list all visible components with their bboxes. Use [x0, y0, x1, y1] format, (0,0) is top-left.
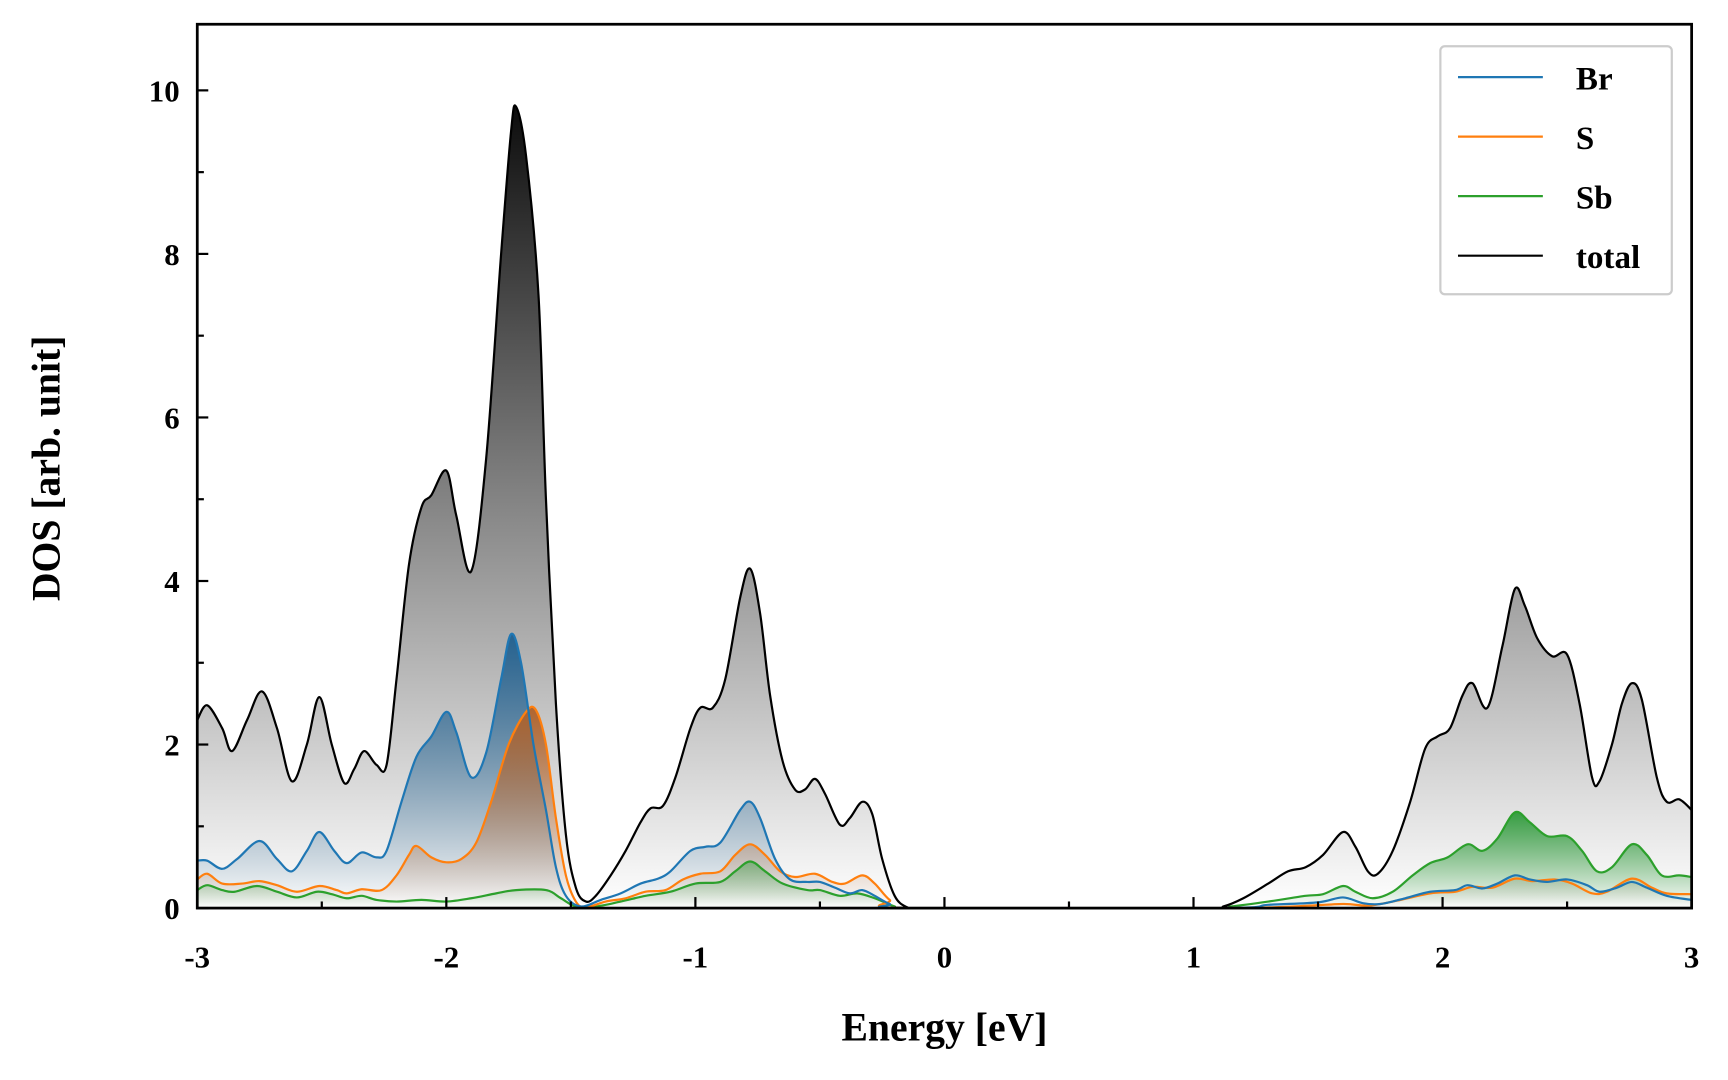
- area-fill-br: [197, 633, 1692, 909]
- series-line-total: [196, 104, 1693, 910]
- y-tick-label: 2: [164, 729, 179, 763]
- y-tick-label: 4: [164, 565, 179, 599]
- y-axis-label: DOS [arb. unit]: [25, 336, 69, 602]
- legend-box: [1439, 45, 1673, 296]
- x-tick-label: 3: [1684, 941, 1699, 975]
- legend-label-sb: Sb: [1576, 180, 1613, 216]
- legend-label-total: total: [1576, 240, 1640, 276]
- x-axis: -3 -2 -1 0 1 2 3: [184, 897, 1699, 975]
- x-tick-label: 2: [1435, 941, 1450, 975]
- y-tick-label: 0: [164, 892, 179, 926]
- x-axis-label: Energy [eV]: [841, 1005, 1047, 1049]
- legend-label-br: Br: [1576, 61, 1613, 97]
- series-line-sb: [196, 810, 1692, 910]
- series-line-br: [197, 632, 1692, 910]
- x-tick-label: -1: [683, 941, 709, 975]
- legend-label-s: S: [1576, 121, 1594, 157]
- x-tick-label: -3: [184, 941, 210, 975]
- legend: Br S Sb total: [1439, 45, 1673, 296]
- y-tick-label: 6: [164, 401, 179, 435]
- series-lines: [196, 104, 1693, 910]
- x-tick-label: -2: [433, 941, 459, 975]
- area-fill-total: [197, 105, 1692, 909]
- y-tick-label: 10: [149, 74, 180, 108]
- x-tick-label: 1: [1186, 941, 1201, 975]
- y-axis: 0 2 4 6 8 10: [149, 74, 209, 926]
- y-tick-label: 8: [164, 238, 179, 272]
- x-tick-label: 0: [937, 941, 952, 975]
